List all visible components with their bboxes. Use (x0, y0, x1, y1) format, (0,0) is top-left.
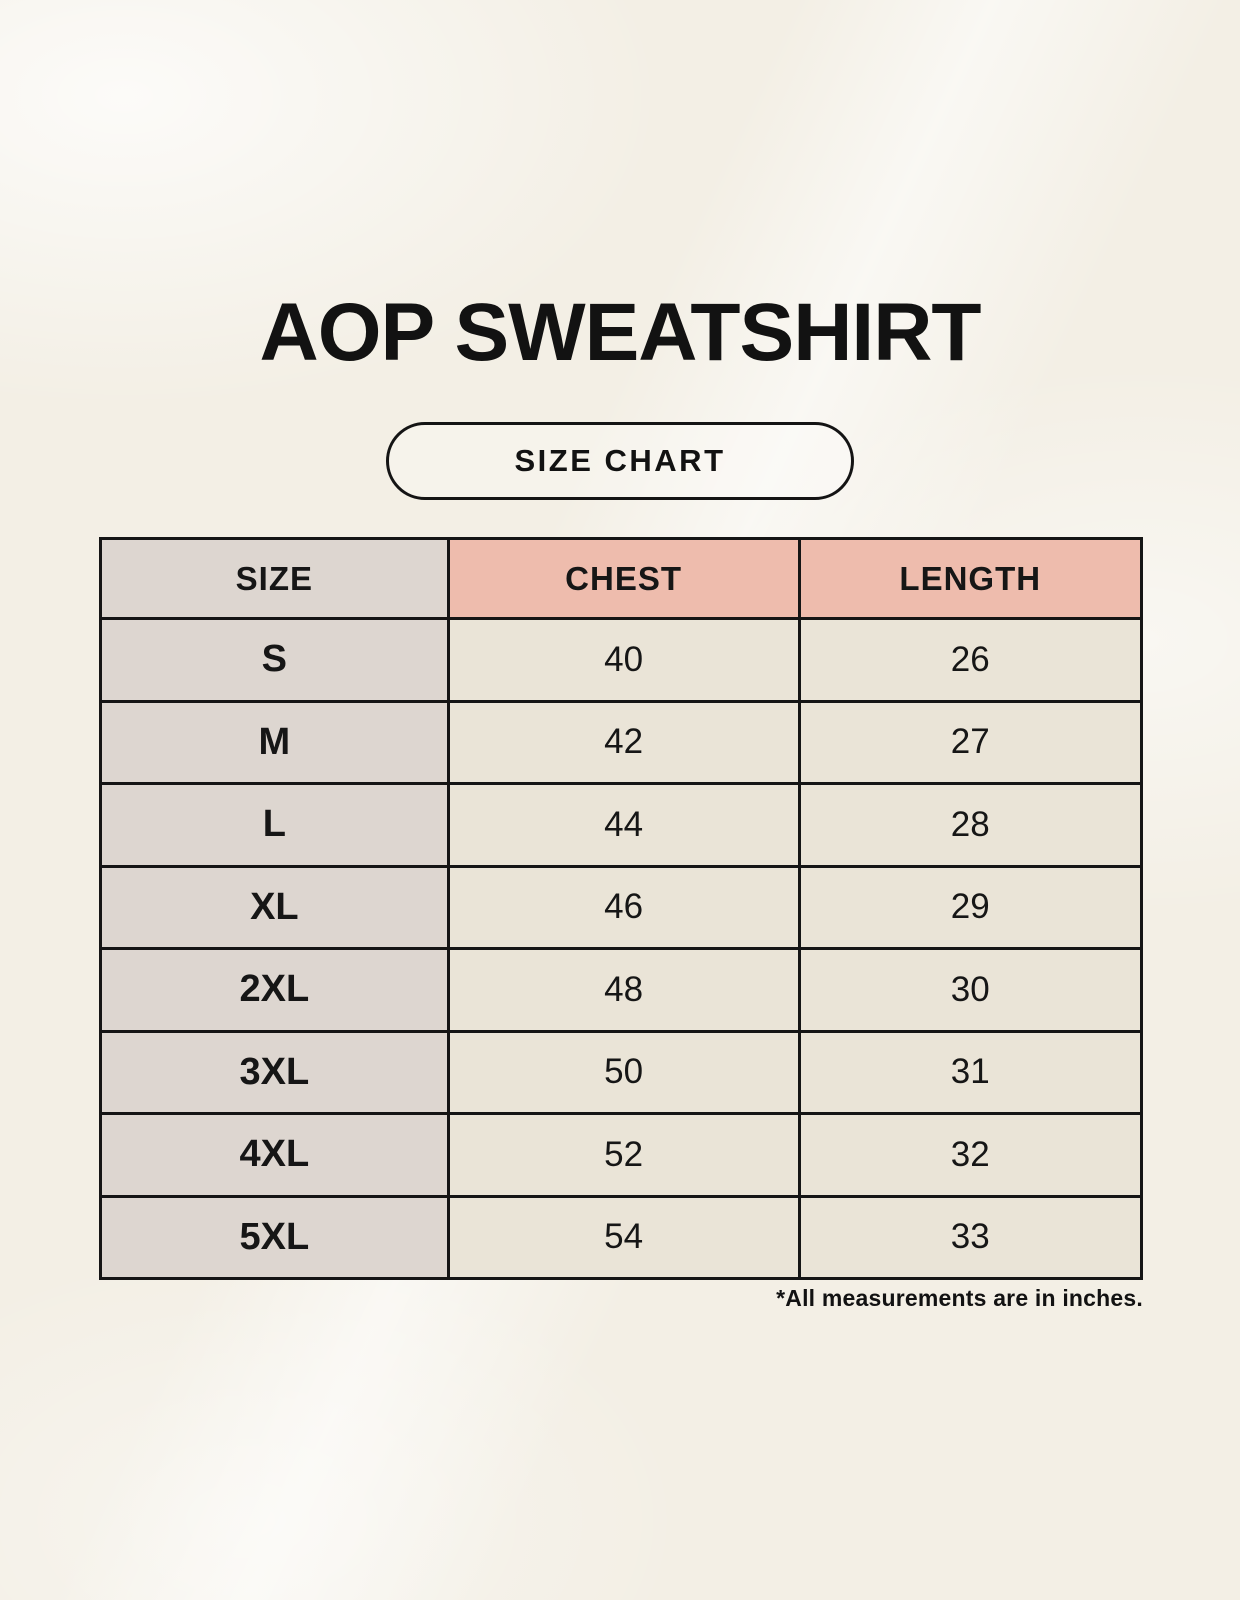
table-row-3xl: 3XL 50 31 (99, 1029, 1143, 1115)
size-label: 2XL (99, 947, 450, 1033)
size-label: 5XL (99, 1194, 450, 1280)
length-value: 30 (797, 947, 1143, 1033)
chest-value: 48 (446, 947, 801, 1033)
size-table-header-row: SIZE CHEST LENGTH (99, 537, 1143, 620)
length-value: 28 (797, 782, 1143, 868)
table-row-2xl: 2XL 48 30 (99, 947, 1143, 1033)
measurement-note: *All measurements are in inches. (776, 1285, 1143, 1311)
size-label: 4XL (99, 1112, 450, 1198)
length-value: 27 (797, 699, 1143, 785)
size-label: S (99, 617, 450, 703)
size-label: 3XL (99, 1029, 450, 1115)
chest-value: 40 (446, 617, 801, 703)
table-row-xl: XL 46 29 (99, 864, 1143, 950)
header-cell-length: LENGTH (797, 537, 1143, 620)
table-row-m: M 42 27 (99, 699, 1143, 785)
table-row-5xl: 5XL 54 33 (99, 1194, 1143, 1280)
size-label: M (99, 699, 450, 785)
length-value: 31 (797, 1029, 1143, 1115)
size-table: SIZE CHEST LENGTH S 40 26 M 42 27 L 44 2… (99, 537, 1143, 1280)
chest-value: 50 (446, 1029, 801, 1115)
header-cell-size: SIZE (99, 537, 450, 620)
chest-value: 44 (446, 782, 801, 868)
table-row-s: S 40 26 (99, 617, 1143, 703)
header-cell-chest: CHEST (446, 537, 801, 620)
chest-value: 52 (446, 1112, 801, 1198)
chest-value: 54 (446, 1194, 801, 1280)
size-label: L (99, 782, 450, 868)
chest-value: 42 (446, 699, 801, 785)
length-value: 26 (797, 617, 1143, 703)
size-label: XL (99, 864, 450, 950)
size-chart-badge: SIZE CHART (386, 422, 854, 500)
length-value: 32 (797, 1112, 1143, 1198)
table-row-4xl: 4XL 52 32 (99, 1112, 1143, 1198)
size-chart-badge-label: SIZE CHART (514, 443, 726, 478)
length-value: 29 (797, 864, 1143, 950)
product-title: AOP SWEATSHIRT (259, 287, 982, 378)
chest-value: 46 (446, 864, 801, 950)
length-value: 33 (797, 1194, 1143, 1280)
table-row-l: L 44 28 (99, 782, 1143, 868)
